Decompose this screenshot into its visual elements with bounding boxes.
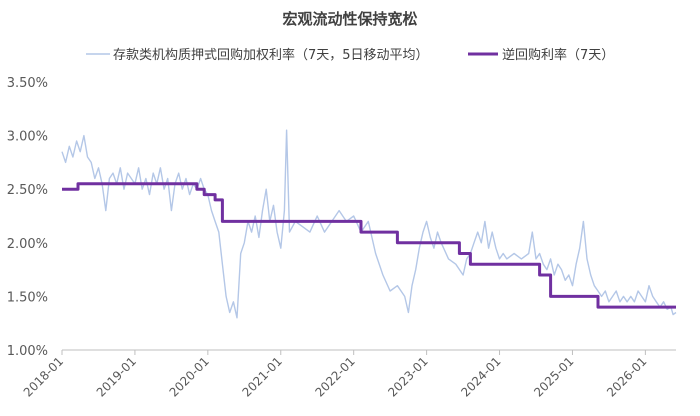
chart-title: 宏观流动性保持宽松 [282, 10, 417, 28]
x-tick-label: 2019-01 [94, 354, 139, 399]
series-line-deposit-repo-rate [61, 129, 677, 319]
y-tick-label: 3.50% [7, 76, 48, 91]
x-axis: 2018-01 2019-01 2020-01 2021-01 2022-01 2023-… [21, 349, 676, 400]
y-tick-label: 2.00% [7, 237, 48, 252]
y-tick-label: 2.50% [7, 183, 48, 198]
x-tick-label: 2018-01 [21, 354, 66, 399]
legend: 存款类机构质押式回购加权利率（7天，5日移动平均） 逆回购利率（7天） [86, 47, 614, 63]
x-tick-label: 2023-01 [385, 354, 430, 399]
legend-label-deposit-repo-rate: 存款类机构质押式回购加权利率（7天，5日移动平均） [113, 47, 429, 63]
legend-label-reverse-repo-rate: 逆回购利率（7天） [502, 47, 614, 63]
series-line-reverse-repo-rate [62, 182, 676, 309]
y-axis: 1.00% 1.50% 2.00% 2.50% 3.00% 3.50% [7, 76, 48, 359]
x-tick-label: 2025-01 [531, 354, 576, 399]
y-tick-label: 3.00% [7, 130, 48, 145]
x-tick-label: 2022-01 [312, 354, 357, 399]
x-tick-label: 2024-01 [458, 354, 503, 399]
x-tick-label: 2026-01 [604, 354, 649, 399]
x-tick-label: 2021-01 [240, 354, 285, 399]
y-tick-label: 1.50% [7, 290, 48, 305]
y-tick-label: 1.00% [7, 344, 48, 359]
x-tick-label: 2020-01 [167, 354, 212, 399]
plot-area [61, 129, 677, 319]
